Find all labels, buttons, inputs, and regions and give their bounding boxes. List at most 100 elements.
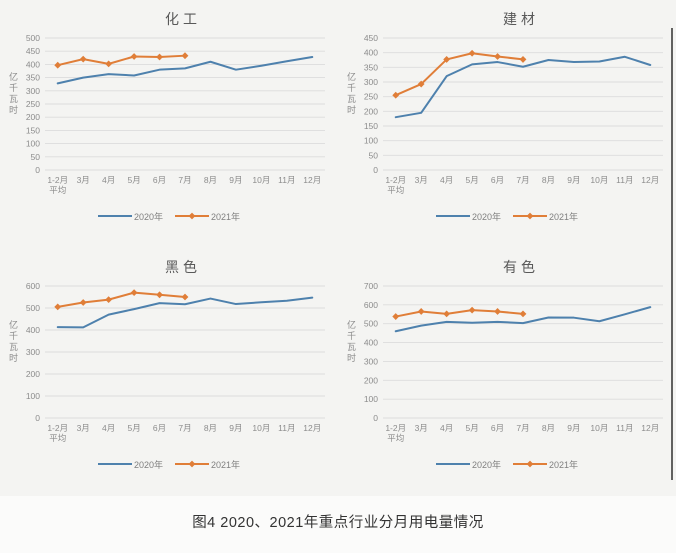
diamond-marker — [519, 310, 527, 318]
y-tick-label: 50 — [31, 152, 41, 162]
y-tick-label: 600 — [26, 281, 40, 291]
y-tick-label: 400 — [26, 325, 40, 335]
legend-sample-glyph — [97, 462, 132, 465]
x-tick-label: 10月 — [252, 175, 270, 185]
chart-legend: 2020年 2021年 — [0, 210, 338, 223]
y-tick-label: 100 — [26, 391, 40, 401]
legend-sample-glyph — [435, 214, 470, 217]
y-axis-unit-label: 亿千瓦时 — [8, 320, 18, 364]
x-tick-label: 6月 — [491, 423, 504, 433]
y-tick-label: 300 — [364, 77, 378, 87]
x-tick-label: 11月 — [616, 175, 633, 185]
diamond-marker — [105, 296, 113, 304]
x-tick-label: 9月 — [229, 175, 242, 185]
y-tick-label: 600 — [364, 300, 378, 310]
x-tick-label: 1-2月平均 — [385, 175, 406, 195]
chart-title-ferrous: 黑色 — [165, 259, 201, 275]
x-tick-label: 3月 — [77, 423, 90, 433]
x-tick-label: 7月 — [516, 175, 529, 185]
diamond-marker — [468, 306, 476, 314]
legend-label-2020: 2020年 — [133, 460, 163, 470]
y-tick-label: 400 — [364, 48, 378, 58]
y-tick-label: 0 — [35, 413, 40, 423]
chart-chemical: 化工 亿千瓦时 0 50 100 150 200 250 300 350 400 450 500 1-… — [0, 0, 338, 248]
figure-caption: 图4 2020、2021年重点行业分月用电量情况 — [0, 496, 676, 553]
line-sample-2020 — [435, 459, 470, 471]
legend-sample-glyph — [513, 212, 547, 219]
line-sample-2021 — [513, 211, 547, 223]
chart-title-chemical: 化工 — [165, 11, 201, 27]
x-tick-label: 12月 — [641, 175, 659, 185]
x-tick-label: 10月 — [252, 423, 270, 433]
x-tick-label: 1-2月平均 — [47, 423, 68, 443]
x-tick-label: 1-2月平均 — [47, 175, 68, 195]
series-line-2021年 — [56, 54, 186, 67]
y-tick-label: 200 — [364, 106, 378, 116]
y-tick-label: 450 — [364, 33, 378, 43]
diamond-marker — [181, 293, 189, 301]
x-tick-label: 5月 — [127, 175, 140, 185]
legend-label-2021: 2021年 — [549, 212, 579, 222]
diamond-marker — [519, 56, 527, 63]
diamond-marker — [54, 303, 62, 311]
y-tick-label: 500 — [364, 319, 378, 329]
legend-sample-glyph — [435, 462, 470, 465]
y-tick-label: 500 — [26, 33, 40, 43]
x-tick-label: 10月 — [590, 175, 608, 185]
chart-plot-ferrous: 0 100 200 300 400 500 600 1-2月平均 3月 4月 5月 6月 7月 8月 9月 1… — [26, 281, 325, 443]
x-tick-label: 6月 — [153, 175, 166, 185]
legend-sample-glyph — [175, 212, 209, 219]
diamond-marker — [468, 49, 476, 57]
x-tick-label: 7月 — [516, 423, 529, 433]
x-tick-label: 8月 — [542, 423, 555, 433]
chart-legend: 2020年 2021年 — [338, 458, 676, 471]
x-tick-label: 12月 — [641, 423, 659, 433]
legend-item-2020: 2020年 — [435, 458, 501, 471]
diamond-marker — [79, 55, 87, 63]
y-tick-label: 250 — [26, 99, 40, 109]
line-sample-2020 — [97, 459, 132, 471]
x-tick-label: 11月 — [278, 175, 295, 185]
diamond-marker — [392, 313, 400, 320]
y-tick-label: 450 — [26, 46, 40, 56]
diamond-marker — [417, 308, 425, 315]
legend-label-2021: 2021年 — [211, 212, 241, 222]
y-tick-label: 100 — [364, 136, 378, 146]
chart-ferrous: 黑色 亿千瓦时 0 100 200 300 400 500 600 1-2月平均 3月 4月 5月 6… — [0, 248, 338, 496]
x-tick-label: 11月 — [616, 423, 633, 433]
chart-legend: 2020年 2021年 — [0, 458, 338, 471]
y-axis-unit-label: 亿千瓦时 — [346, 320, 356, 364]
series-line-2021年 — [56, 291, 186, 308]
diamond-marker — [443, 56, 451, 63]
x-tick-label: 6月 — [153, 423, 166, 433]
legend-label-2020: 2020年 — [471, 460, 501, 470]
x-tick-label: 4月 — [102, 175, 115, 185]
series-line-2020年 — [394, 55, 652, 119]
x-tick-label: 7月 — [178, 175, 191, 185]
y-axis-unit-label: 亿千瓦时 — [8, 72, 18, 116]
series-line-2020年 — [56, 296, 314, 329]
y-tick-label: 200 — [364, 375, 378, 385]
x-tick-label: 12月 — [303, 423, 321, 433]
chart-title-nonferrous: 有色 — [503, 259, 539, 275]
y-tick-label: 400 — [364, 338, 378, 348]
x-tick-label: 11月 — [278, 423, 295, 433]
diamond-marker — [130, 53, 138, 60]
chart-nonferrous: 有色 亿千瓦时 0 100 200 300 400 500 600 700 1-2月平均 3月 4月… — [338, 248, 676, 496]
page-edge-divider — [671, 28, 673, 480]
x-tick-label: 5月 — [465, 423, 478, 433]
x-tick-label: 3月 — [415, 423, 428, 433]
x-tick-label: 8月 — [204, 423, 217, 433]
x-tick-label: 4月 — [102, 423, 115, 433]
legend-item-2021: 2021年 — [513, 458, 578, 471]
y-tick-label: 400 — [26, 59, 40, 69]
diamond-marker — [181, 52, 189, 60]
diamond-marker — [392, 91, 400, 99]
line-sample-2021 — [175, 459, 209, 471]
legend-label-2020: 2020年 — [471, 212, 501, 222]
chart-legend: 2020年 2021年 — [338, 210, 676, 223]
diamond-marker — [105, 60, 113, 68]
diamond-marker — [130, 289, 138, 296]
chart-plot-building-materials: 0 50 100 150 200 250 300 350 400 450 1-2月平均 3月 4月 5月 6… — [364, 33, 663, 195]
line-sample-2020 — [97, 211, 132, 223]
